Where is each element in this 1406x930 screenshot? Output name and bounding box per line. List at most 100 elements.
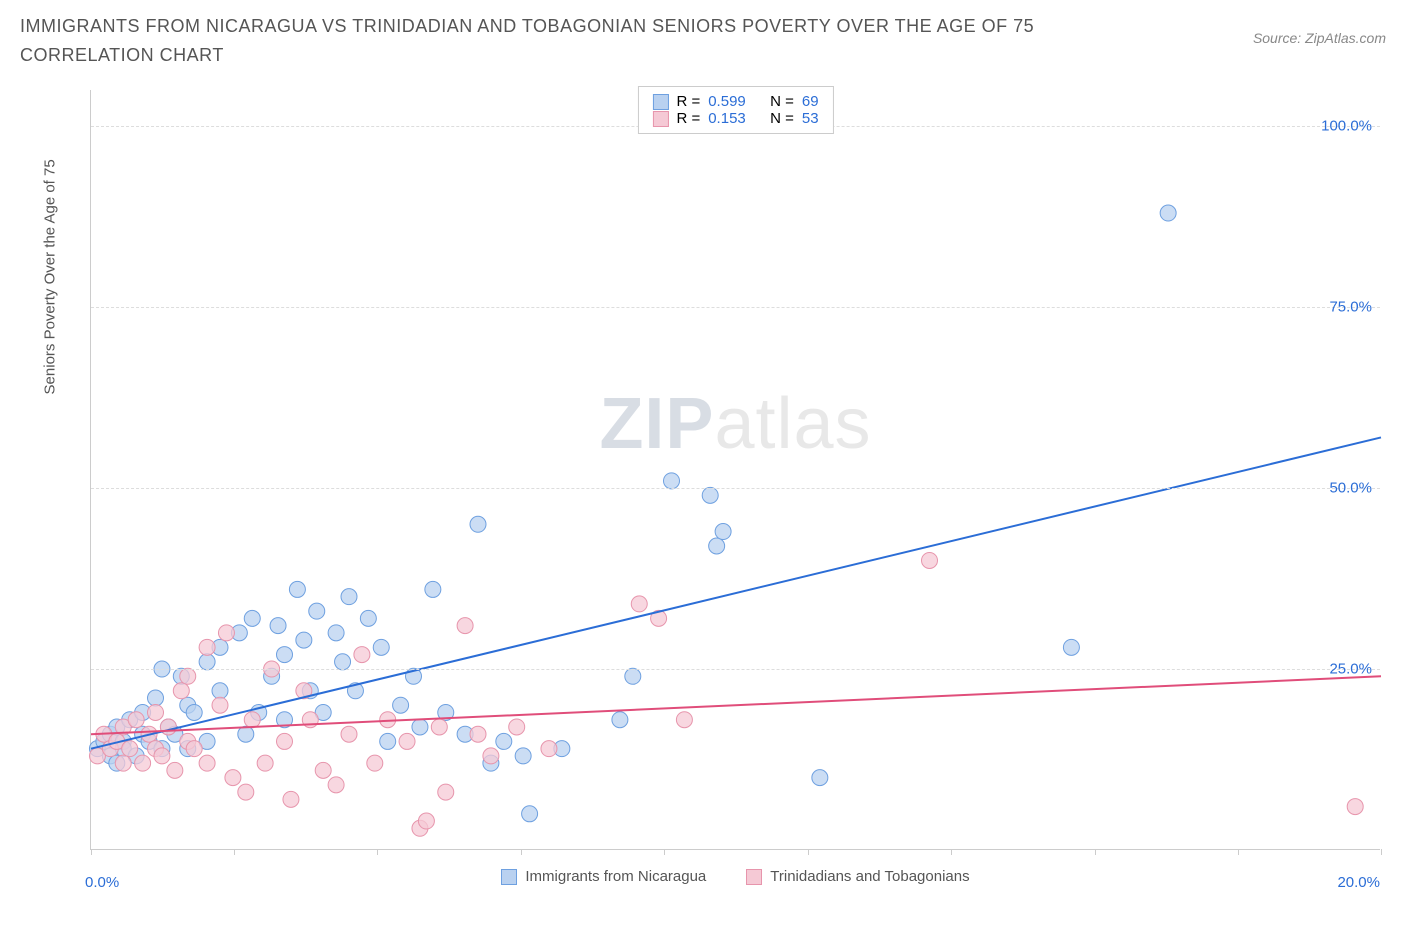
data-point <box>296 632 312 648</box>
data-point <box>922 552 938 568</box>
data-point <box>167 762 183 778</box>
data-point <box>115 755 131 771</box>
plot-region: ZIPatlas R = 0.599 N = 69 R = 0.153 N = … <box>90 90 1380 850</box>
data-point <box>509 719 525 735</box>
data-point <box>218 625 234 641</box>
data-point <box>225 770 241 786</box>
data-point <box>709 538 725 554</box>
data-point <box>393 697 409 713</box>
x-tick <box>234 849 235 855</box>
data-point <box>180 668 196 684</box>
swatch-series-2 <box>652 111 668 127</box>
data-point <box>676 712 692 728</box>
data-point <box>244 712 260 728</box>
data-point <box>199 755 215 771</box>
trend-line <box>91 437 1381 748</box>
trend-line <box>91 676 1381 734</box>
y-tick-label: 100.0% <box>1321 118 1372 135</box>
y-axis-title: Seniors Poverty Over the Age of 75 <box>42 159 59 394</box>
legend-swatch-1 <box>501 869 517 885</box>
chart-source: Source: ZipAtlas.com <box>1253 30 1386 46</box>
data-point <box>186 704 202 720</box>
legend-label-2: Trinidadians and Tobagonians <box>770 868 969 885</box>
data-point <box>354 647 370 663</box>
gridline-h <box>91 488 1380 489</box>
data-point <box>328 777 344 793</box>
data-point <box>199 639 215 655</box>
data-point <box>470 516 486 532</box>
data-point <box>631 596 647 612</box>
n-value-2: 53 <box>802 110 819 127</box>
data-point <box>277 733 293 749</box>
data-point <box>309 603 325 619</box>
data-point <box>341 726 357 742</box>
data-point <box>367 755 383 771</box>
data-point <box>496 733 512 749</box>
x-tick <box>1238 849 1239 855</box>
r-label-2: R = <box>676 110 700 127</box>
stats-row-1: R = 0.599 N = 69 <box>652 93 818 110</box>
data-point <box>812 770 828 786</box>
data-point <box>186 741 202 757</box>
x-label-max: 20.0% <box>1337 874 1380 891</box>
r-value-2: 0.153 <box>708 110 746 127</box>
data-point <box>412 719 428 735</box>
data-point <box>715 524 731 540</box>
legend-item-1: Immigrants from Nicaragua <box>501 868 706 885</box>
r-value-1: 0.599 <box>708 93 746 110</box>
data-point <box>148 690 164 706</box>
x-tick <box>91 849 92 855</box>
data-point <box>328 625 344 641</box>
data-point <box>238 726 254 742</box>
data-point <box>160 719 176 735</box>
n-value-1: 69 <box>802 93 819 110</box>
plot-svg <box>91 90 1380 849</box>
stats-row-2: R = 0.153 N = 53 <box>652 110 818 127</box>
data-point <box>154 748 170 764</box>
x-tick <box>808 849 809 855</box>
data-point <box>457 618 473 634</box>
legend-item-2: Trinidadians and Tobagonians <box>746 868 969 885</box>
gridline-h <box>91 669 1380 670</box>
data-point <box>277 647 293 663</box>
y-tick-label: 75.0% <box>1329 299 1372 316</box>
x-tick <box>1381 849 1382 855</box>
data-point <box>335 654 351 670</box>
x-tick <box>1095 849 1096 855</box>
chart-title: IMMIGRANTS FROM NICARAGUA VS TRINIDADIAN… <box>20 12 1120 70</box>
x-tick <box>377 849 378 855</box>
data-point <box>122 741 138 757</box>
n-label-1: N = <box>770 93 794 110</box>
data-point <box>135 755 151 771</box>
x-tick <box>664 849 665 855</box>
stats-legend: R = 0.599 N = 69 R = 0.153 N = 53 <box>637 86 833 134</box>
data-point <box>399 733 415 749</box>
y-tick-label: 50.0% <box>1329 480 1372 497</box>
series-legend: Immigrants from Nicaragua Trinidadians a… <box>91 868 1380 885</box>
n-label-2: N = <box>770 110 794 127</box>
legend-label-1: Immigrants from Nicaragua <box>525 868 706 885</box>
data-point <box>483 748 499 764</box>
x-tick <box>951 849 952 855</box>
chart-header: IMMIGRANTS FROM NICARAGUA VS TRINIDADIAN… <box>0 0 1406 74</box>
data-point <box>431 719 447 735</box>
data-point <box>522 806 538 822</box>
data-point <box>360 610 376 626</box>
data-point <box>212 683 228 699</box>
x-label-min: 0.0% <box>85 874 119 891</box>
data-point <box>1160 205 1176 221</box>
r-label-1: R = <box>676 93 700 110</box>
data-point <box>1347 799 1363 815</box>
data-point <box>173 683 189 699</box>
data-point <box>341 589 357 605</box>
data-point <box>418 813 434 829</box>
y-tick-label: 25.0% <box>1329 661 1372 678</box>
gridline-h <box>91 307 1380 308</box>
data-point <box>270 618 286 634</box>
data-point <box>257 755 273 771</box>
data-point <box>541 741 557 757</box>
data-point <box>373 639 389 655</box>
legend-swatch-2 <box>746 869 762 885</box>
data-point <box>380 733 396 749</box>
data-point <box>244 610 260 626</box>
